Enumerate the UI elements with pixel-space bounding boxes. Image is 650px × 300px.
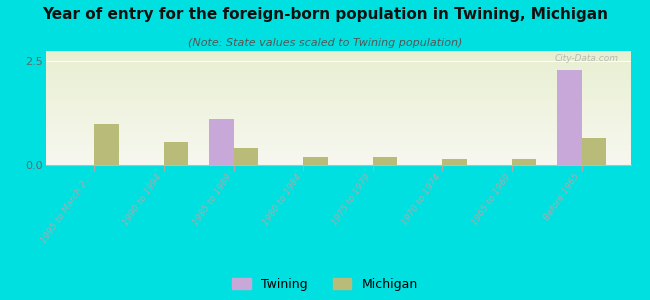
Bar — [512, 159, 536, 165]
Bar — [303, 157, 328, 165]
Text: Year of entry for the foreign-born population in Twining, Michigan: Year of entry for the foreign-born popul… — [42, 8, 608, 22]
Bar — [164, 142, 188, 165]
Text: City-Data.com: City-Data.com — [555, 54, 619, 63]
Bar — [558, 70, 582, 165]
Text: (Note: State values scaled to Twining population): (Note: State values scaled to Twining po… — [188, 38, 462, 47]
Bar — [233, 148, 258, 165]
Legend: Twining, Michigan: Twining, Michigan — [232, 278, 418, 291]
Bar — [209, 119, 233, 165]
Bar — [582, 138, 606, 165]
Bar — [443, 159, 467, 165]
Bar — [373, 157, 397, 165]
Bar — [94, 124, 118, 165]
